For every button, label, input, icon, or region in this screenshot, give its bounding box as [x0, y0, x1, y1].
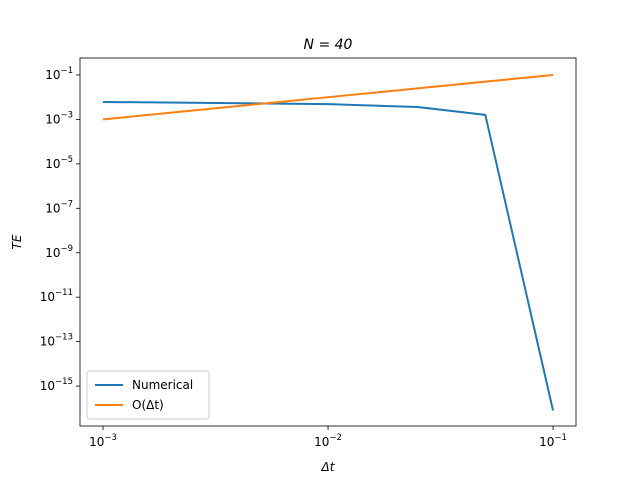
legend-label: O(Δt) [132, 398, 164, 412]
y-tick-label: 10−15 [40, 377, 73, 393]
x-axis-label: Δt [321, 460, 336, 474]
y-tick-label: 10−13 [40, 333, 73, 349]
y-tick-label: 10−11 [40, 288, 73, 304]
legend-label: Numerical [132, 378, 193, 392]
x-tick-label: 10−3 [89, 433, 117, 449]
legend-box [86, 370, 210, 420]
x-tick-label: 10−2 [314, 433, 342, 449]
y-tick-label: 10−3 [45, 110, 73, 126]
y-tick-label: 10−9 [45, 244, 73, 260]
y-tick-label: 10−5 [45, 155, 73, 171]
chart-title: N = 40 [304, 37, 353, 53]
plot-frame [79, 57, 577, 427]
series-line [102, 73, 554, 121]
x-tick-label: 10−1 [539, 433, 567, 449]
y-axis-label: TE [10, 234, 24, 249]
y-tick-label: 10−7 [45, 199, 73, 215]
series-line [103, 100, 555, 411]
y-tick-label: 10−1 [45, 66, 73, 82]
